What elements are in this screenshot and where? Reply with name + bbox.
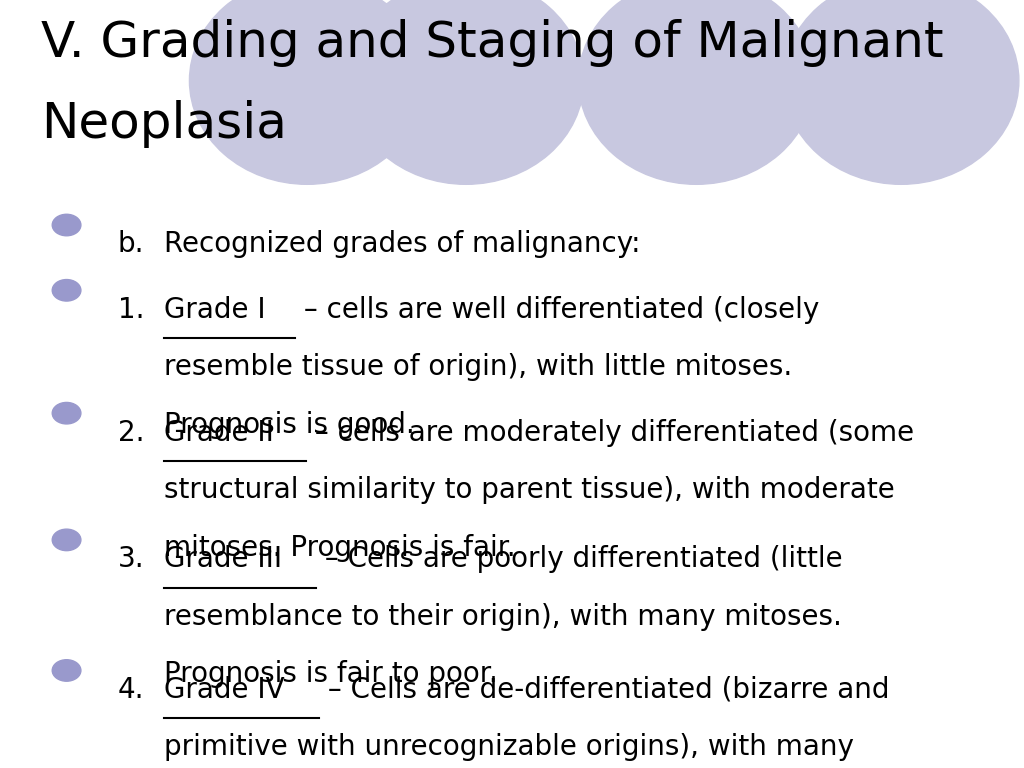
Circle shape [52, 214, 81, 236]
Text: Grade III: Grade III [164, 545, 282, 573]
Ellipse shape [348, 0, 584, 184]
Text: 3.: 3. [118, 545, 144, 573]
Text: Recognized grades of malignancy:: Recognized grades of malignancy: [164, 230, 640, 258]
Text: Neoplasia: Neoplasia [41, 100, 287, 148]
Text: Prognosis is good.: Prognosis is good. [164, 411, 415, 439]
Ellipse shape [189, 0, 425, 184]
Text: – cells are well differentiated (closely: – cells are well differentiated (closely [295, 296, 819, 323]
Text: Grade II: Grade II [164, 419, 273, 446]
Text: Grade I: Grade I [164, 296, 265, 323]
Text: 4.: 4. [118, 676, 144, 703]
Circle shape [52, 529, 81, 551]
Text: b.: b. [118, 230, 144, 258]
Text: – Cells are de-differentiated (bizarre and: – Cells are de-differentiated (bizarre a… [319, 676, 890, 703]
Text: mitoses. Prognosis is fair.: mitoses. Prognosis is fair. [164, 534, 515, 561]
Text: – cells are moderately differentiated (some: – cells are moderately differentiated (s… [305, 419, 913, 446]
Text: structural similarity to parent tissue), with moderate: structural similarity to parent tissue),… [164, 476, 895, 504]
Text: Prognosis is fair to poor.: Prognosis is fair to poor. [164, 660, 498, 688]
Text: – Cells are poorly differentiated (little: – Cells are poorly differentiated (littl… [316, 545, 843, 573]
Text: primitive with unrecognizable origins), with many: primitive with unrecognizable origins), … [164, 733, 854, 761]
Text: 1.: 1. [118, 296, 144, 323]
Text: resemble tissue of origin), with little mitoses.: resemble tissue of origin), with little … [164, 353, 793, 381]
Text: V. Grading and Staging of Malignant: V. Grading and Staging of Malignant [41, 19, 943, 68]
Text: 2.: 2. [118, 419, 144, 446]
Circle shape [52, 402, 81, 424]
Text: Grade IV: Grade IV [164, 676, 285, 703]
Circle shape [52, 660, 81, 681]
Text: resemblance to their origin), with many mitoses.: resemblance to their origin), with many … [164, 603, 842, 631]
Ellipse shape [579, 0, 814, 184]
Ellipse shape [783, 0, 1019, 184]
Circle shape [52, 280, 81, 301]
